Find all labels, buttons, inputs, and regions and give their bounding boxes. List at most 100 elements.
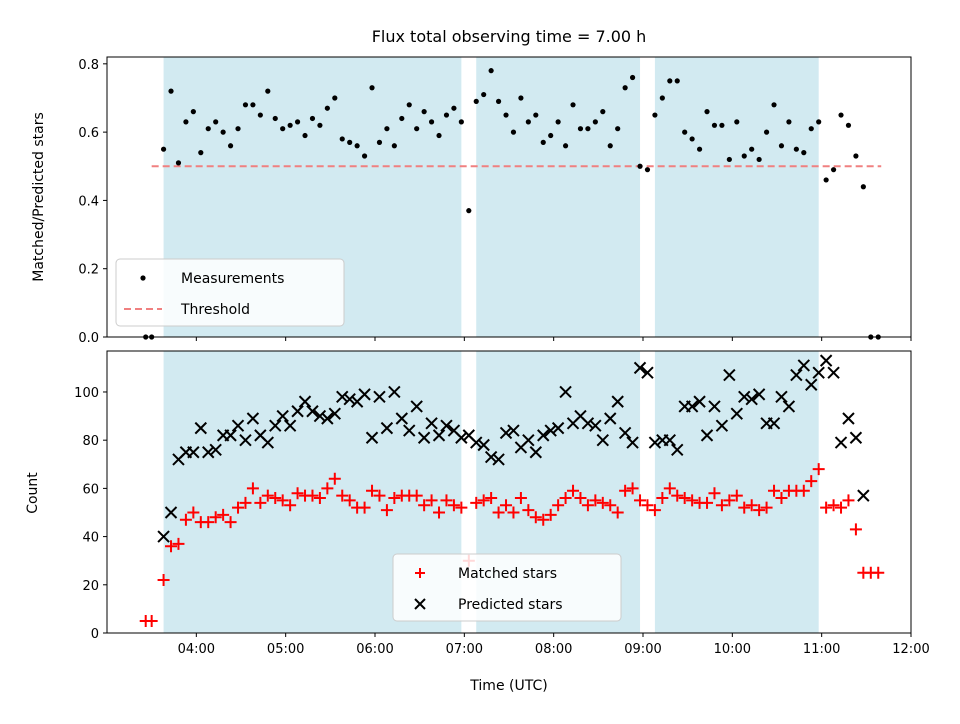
data-point <box>641 499 654 512</box>
data-point <box>343 494 356 507</box>
data-point <box>708 487 721 500</box>
data-point <box>257 112 263 118</box>
data-point <box>615 126 621 132</box>
data-point <box>860 184 866 190</box>
data-point <box>693 395 706 408</box>
data-point <box>466 208 472 214</box>
data-point <box>838 112 844 118</box>
data-point <box>209 443 222 457</box>
data-point <box>250 102 256 108</box>
data-point <box>388 385 401 399</box>
data-point <box>239 496 252 509</box>
data-point <box>562 143 569 149</box>
data-point <box>306 405 319 418</box>
plot-frame <box>106 56 912 338</box>
data-point <box>384 126 390 132</box>
data-point <box>451 105 457 111</box>
data-point <box>220 129 226 135</box>
data-point <box>395 412 409 425</box>
data-point <box>432 429 446 442</box>
data-point <box>849 523 862 536</box>
top-panel: 0.0 0.2 0.4 0.6 0.8 Measurements Threshold <box>78 56 912 346</box>
data-point <box>283 419 297 432</box>
data-point <box>421 109 427 115</box>
data-point <box>518 95 524 101</box>
data-point <box>358 388 371 401</box>
data-point <box>786 119 792 125</box>
data-point <box>801 150 807 156</box>
data-point <box>239 433 252 447</box>
data-point <box>629 74 636 81</box>
data-point <box>217 508 230 521</box>
data-point <box>567 484 580 497</box>
data-point <box>812 463 825 476</box>
data-point <box>500 499 513 512</box>
data-point <box>145 614 158 627</box>
data-point <box>455 431 468 444</box>
data-point <box>723 368 736 382</box>
data-point <box>298 395 312 408</box>
data-point <box>403 424 416 437</box>
data-point <box>477 438 490 452</box>
data-point <box>745 392 758 406</box>
data-point <box>589 419 602 432</box>
y-tick-label: 100 <box>74 386 99 401</box>
bottom-panel: 0 20 40 60 80 100 04:00 05:00 06:00 07:00 08:00 09:… <box>74 350 930 657</box>
data-point <box>492 453 505 466</box>
data-point <box>600 109 606 115</box>
data-point <box>734 119 740 125</box>
data-point <box>604 499 617 512</box>
data-point <box>648 504 661 517</box>
data-point <box>235 126 241 132</box>
data-point <box>715 419 729 432</box>
legend: Matched stars Predicted stars <box>392 553 622 622</box>
data-point <box>738 390 751 404</box>
data-point <box>559 492 572 505</box>
data-point <box>596 496 609 509</box>
data-point <box>202 516 215 529</box>
y-tick-label: 60 <box>82 482 99 497</box>
data-point <box>246 482 259 495</box>
data-point <box>674 78 680 84</box>
data-point <box>537 513 550 526</box>
data-point <box>175 160 182 166</box>
data-point <box>689 136 695 142</box>
data-point <box>525 119 531 125</box>
data-point <box>760 501 773 514</box>
data-point <box>633 361 647 375</box>
data-point <box>652 112 658 118</box>
data-point <box>447 499 460 512</box>
data-point <box>328 407 342 420</box>
data-point <box>388 492 401 505</box>
data-point <box>830 167 837 173</box>
data-point <box>261 489 274 502</box>
data-point <box>373 489 386 502</box>
data-point <box>302 132 308 139</box>
data-point <box>470 436 483 449</box>
y-tick-label: 0.0 <box>78 331 99 346</box>
data-point <box>436 132 442 139</box>
data-point <box>157 530 170 543</box>
data-point <box>544 424 557 437</box>
data-point <box>332 95 338 101</box>
legend-label: Threshold <box>180 302 250 318</box>
y-tick-label: 0 <box>91 627 99 642</box>
data-point <box>455 501 468 514</box>
data-point <box>272 115 278 122</box>
y-tick-label: 0.4 <box>78 194 99 209</box>
data-point <box>644 167 651 173</box>
data-point <box>559 385 572 399</box>
data-point <box>768 484 781 497</box>
data-point <box>808 126 814 132</box>
data-point <box>637 163 643 169</box>
data-point <box>753 504 766 517</box>
shaded-interval <box>476 57 641 337</box>
data-point <box>849 431 863 444</box>
data-point <box>775 492 788 505</box>
data-point <box>845 122 852 128</box>
data-point <box>361 153 368 159</box>
data-point <box>172 537 185 550</box>
data-point <box>522 504 535 517</box>
data-point <box>276 409 289 423</box>
data-point <box>827 366 840 379</box>
